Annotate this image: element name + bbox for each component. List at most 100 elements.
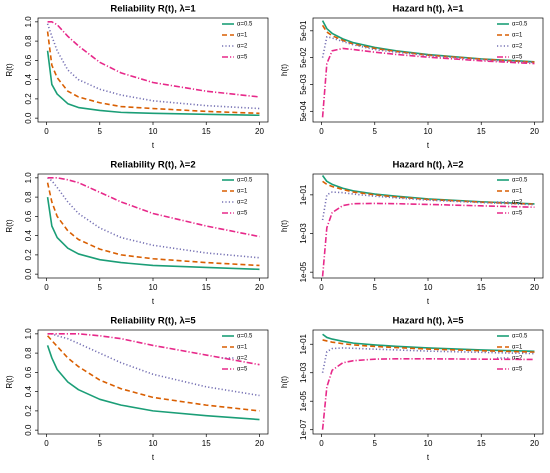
y-tick-label: 0.2 — [24, 93, 33, 105]
y-tick-label: 0.6 — [24, 54, 33, 66]
y-tick-label: 5e-04 — [299, 101, 308, 122]
panel-title: Hazard h(t), λ=1 — [392, 4, 464, 15]
x-axis-label: t — [152, 141, 155, 150]
y-tick-label: 0.0 — [24, 268, 33, 280]
x-tick-label: 10 — [149, 439, 158, 448]
y-tick-label: 1.0 — [24, 16, 33, 28]
y-tick-label: 0.8 — [24, 35, 33, 47]
y-axis-label: h(t) — [280, 64, 289, 76]
x-tick-label: 15 — [477, 283, 486, 292]
series-line — [46, 196, 260, 271]
y-tick-label: 5e-03 — [299, 74, 308, 95]
x-tick-label: 0 — [319, 439, 324, 448]
x-tick-label: 20 — [530, 283, 539, 292]
x-tick-label: 0 — [44, 283, 49, 292]
x-tick-label: 20 — [255, 439, 264, 448]
legend-label: α=5 — [512, 211, 523, 217]
x-tick-label: 10 — [424, 283, 433, 292]
x-tick-label: 15 — [202, 283, 211, 292]
series-line — [322, 339, 535, 353]
legend-label: α=2 — [512, 356, 523, 362]
series-line — [46, 50, 260, 117]
series-line — [47, 21, 260, 98]
legend-label: α=0.5 — [512, 178, 528, 184]
series-line — [321, 202, 535, 277]
y-tick-label: 1e-03 — [299, 362, 308, 383]
y-tick-label: 1e-03 — [299, 223, 308, 244]
x-tick-label: 10 — [149, 283, 158, 292]
panel-title: Reliability R(t), λ=5 — [110, 316, 196, 327]
x-axis-label: t — [152, 453, 155, 462]
x-axis-label: t — [427, 297, 430, 306]
legend-label: α=1 — [512, 33, 523, 39]
plot-frame — [37, 17, 269, 123]
y-tick-label: 1e-01 — [299, 333, 308, 354]
plot-frame — [312, 329, 544, 435]
x-tick-label: 20 — [255, 127, 264, 136]
series-line — [46, 31, 260, 115]
y-tick-label: 0.4 — [24, 386, 33, 398]
y-tick-label: 0.4 — [24, 230, 33, 242]
series-line — [322, 180, 535, 205]
series-line — [47, 333, 260, 366]
y-tick-label: 1e-07 — [299, 419, 308, 440]
x-tick-label: 0 — [44, 439, 49, 448]
panel-title: Hazard h(t), λ=5 — [392, 316, 464, 327]
series-line — [322, 333, 535, 353]
y-axis-label: R(t) — [5, 63, 14, 77]
y-tick-label: 0.2 — [24, 249, 33, 261]
y-tick-label: 0.4 — [24, 74, 33, 86]
y-axis-label: R(t) — [5, 375, 14, 389]
x-tick-label: 10 — [424, 439, 433, 448]
x-tick-label: 0 — [319, 283, 324, 292]
panel-title: Hazard h(t), λ=2 — [392, 160, 463, 171]
series-line — [46, 23, 260, 110]
plot-frame — [312, 17, 544, 123]
legend-label: α=5 — [512, 367, 523, 373]
x-axis-label: t — [152, 297, 155, 306]
x-tick-label: 20 — [530, 127, 539, 136]
series-line — [321, 24, 535, 63]
series-line — [321, 175, 535, 205]
legend-label: α=1 — [237, 33, 248, 39]
legend-label: α=0.5 — [237, 178, 253, 184]
y-tick-label: 0.8 — [24, 191, 33, 203]
y-tick-label: 0.8 — [24, 347, 33, 359]
legend-label: α=0.5 — [237, 22, 253, 28]
x-axis-label: t — [427, 141, 430, 150]
legend-label: α=2 — [237, 356, 248, 362]
legend-label: α=1 — [237, 189, 248, 195]
legend-label: α=1 — [237, 345, 248, 351]
plot-frame — [37, 173, 269, 279]
panel-title: Reliability R(t), λ=1 — [110, 4, 196, 15]
legend-label: α=0.5 — [237, 334, 253, 340]
x-tick-label: 15 — [477, 439, 486, 448]
x-tick-label: 15 — [202, 127, 211, 136]
y-tick-label: 1e-05 — [299, 261, 308, 282]
y-tick-label: 0.0 — [24, 112, 33, 124]
legend-label: α=5 — [237, 55, 248, 61]
series-line — [321, 358, 535, 430]
panel-title: Reliability R(t), λ=2 — [110, 160, 195, 171]
legend-label: α=0.5 — [512, 334, 528, 340]
series-line — [46, 345, 260, 421]
x-tick-label: 0 — [44, 127, 49, 136]
x-tick-label: 5 — [373, 127, 378, 136]
x-tick-label: 10 — [424, 127, 433, 136]
y-tick-label: 1e-05 — [299, 390, 308, 411]
y-axis-label: h(t) — [280, 220, 289, 232]
legend-label: α=1 — [512, 189, 523, 195]
x-tick-label: 5 — [373, 439, 378, 448]
x-tick-label: 15 — [477, 127, 486, 136]
y-tick-label: 5e-01 — [299, 20, 308, 41]
y-tick-label: 0.6 — [24, 210, 33, 222]
legend-label: α=0.5 — [512, 22, 528, 28]
legend-label: α=2 — [512, 200, 523, 206]
y-axis-label: R(t) — [5, 219, 14, 233]
x-tick-label: 15 — [202, 439, 211, 448]
y-tick-label: 1.0 — [24, 328, 33, 340]
series-line — [321, 347, 535, 373]
x-tick-label: 0 — [319, 127, 324, 136]
x-tick-label: 5 — [98, 127, 103, 136]
